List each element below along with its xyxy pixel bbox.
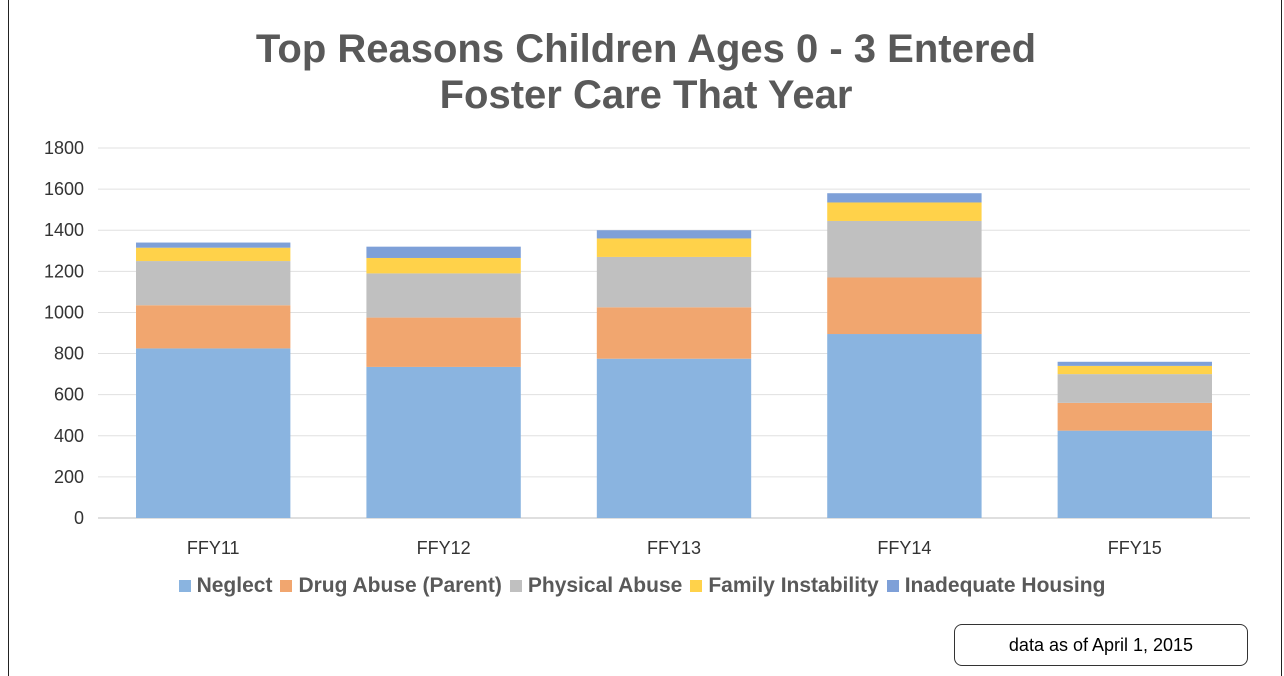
- bar-segment: [1057, 430, 1212, 518]
- legend-item: Drug Abuse (Parent): [280, 574, 502, 598]
- bar-segment: [136, 261, 291, 306]
- chart-legend: Neglect Drug Abuse (Parent) Physical Abuse…: [0, 574, 1284, 598]
- bar-segment: [366, 246, 521, 258]
- legend-item: Physical Abuse: [509, 574, 683, 598]
- legend-swatch: [178, 580, 191, 592]
- y-tick-label: 1600: [44, 179, 84, 199]
- x-tick-label: FFY13: [647, 538, 701, 558]
- legend-swatch: [280, 580, 293, 592]
- bar-segment: [827, 193, 982, 203]
- bar-segment: [136, 305, 291, 349]
- bar-segment: [827, 334, 982, 518]
- bar-segment: [136, 242, 291, 248]
- legend-item: Inadequate Housing: [886, 574, 1106, 598]
- bar-segment: [596, 230, 752, 239]
- bar-segment: [1057, 361, 1212, 366]
- legend-item: Neglect: [178, 574, 273, 598]
- bar-segment: [366, 257, 521, 274]
- bar-segment: [1057, 365, 1212, 375]
- chart-title-line-2: Foster Care That Year: [439, 73, 853, 117]
- bar-segment: [596, 307, 752, 359]
- legend-swatch: [886, 580, 899, 592]
- chart-frame: [8, 0, 1282, 676]
- chart-title: Top Reasons Children Ages 0 - 3 Entered …: [0, 26, 1284, 118]
- bar-segment: [136, 247, 291, 262]
- bar-segment: [136, 348, 291, 518]
- y-tick-label: 1800: [44, 138, 84, 158]
- legend-label: Physical Abuse: [527, 574, 683, 597]
- legend-label: Drug Abuse (Parent): [298, 574, 502, 597]
- y-tick-label: 0: [74, 508, 84, 528]
- y-tick-label: 1200: [44, 261, 84, 281]
- bar-segment: [1057, 374, 1212, 403]
- legend-label: Inadequate Housing: [904, 574, 1106, 597]
- bar-segment: [827, 220, 982, 278]
- data-date-note: data as of April 1, 2015: [954, 624, 1248, 666]
- x-tick-label: FFY12: [417, 538, 471, 558]
- bar-segment: [366, 273, 521, 318]
- legend-label: Family Instability: [708, 574, 879, 597]
- bar-segment: [596, 358, 752, 518]
- legend-label: Neglect: [196, 574, 273, 597]
- legend-item: Family Instability: [690, 574, 879, 598]
- bar-segment: [596, 238, 752, 257]
- bar-segment: [366, 317, 521, 367]
- y-tick-label: 1400: [44, 220, 84, 240]
- y-tick-label: 400: [54, 426, 84, 446]
- bar-segment: [827, 277, 982, 335]
- bar-segment: [1057, 402, 1212, 431]
- x-tick-label: FFY11: [187, 538, 240, 558]
- y-tick-label: 800: [54, 344, 84, 364]
- bar-segment: [827, 202, 982, 221]
- y-tick-label: 600: [54, 385, 84, 405]
- y-tick-label: 1000: [44, 302, 84, 322]
- x-tick-label: FFY14: [877, 538, 931, 558]
- y-tick-label: 200: [54, 467, 84, 487]
- bar-segment: [596, 256, 752, 308]
- x-tick-label: FFY15: [1108, 538, 1162, 558]
- bar-segment: [366, 366, 521, 518]
- legend-swatch: [690, 580, 703, 592]
- legend-swatch: [509, 580, 522, 592]
- chart-title-line-1: Top Reasons Children Ages 0 - 3 Entered: [255, 27, 1037, 71]
